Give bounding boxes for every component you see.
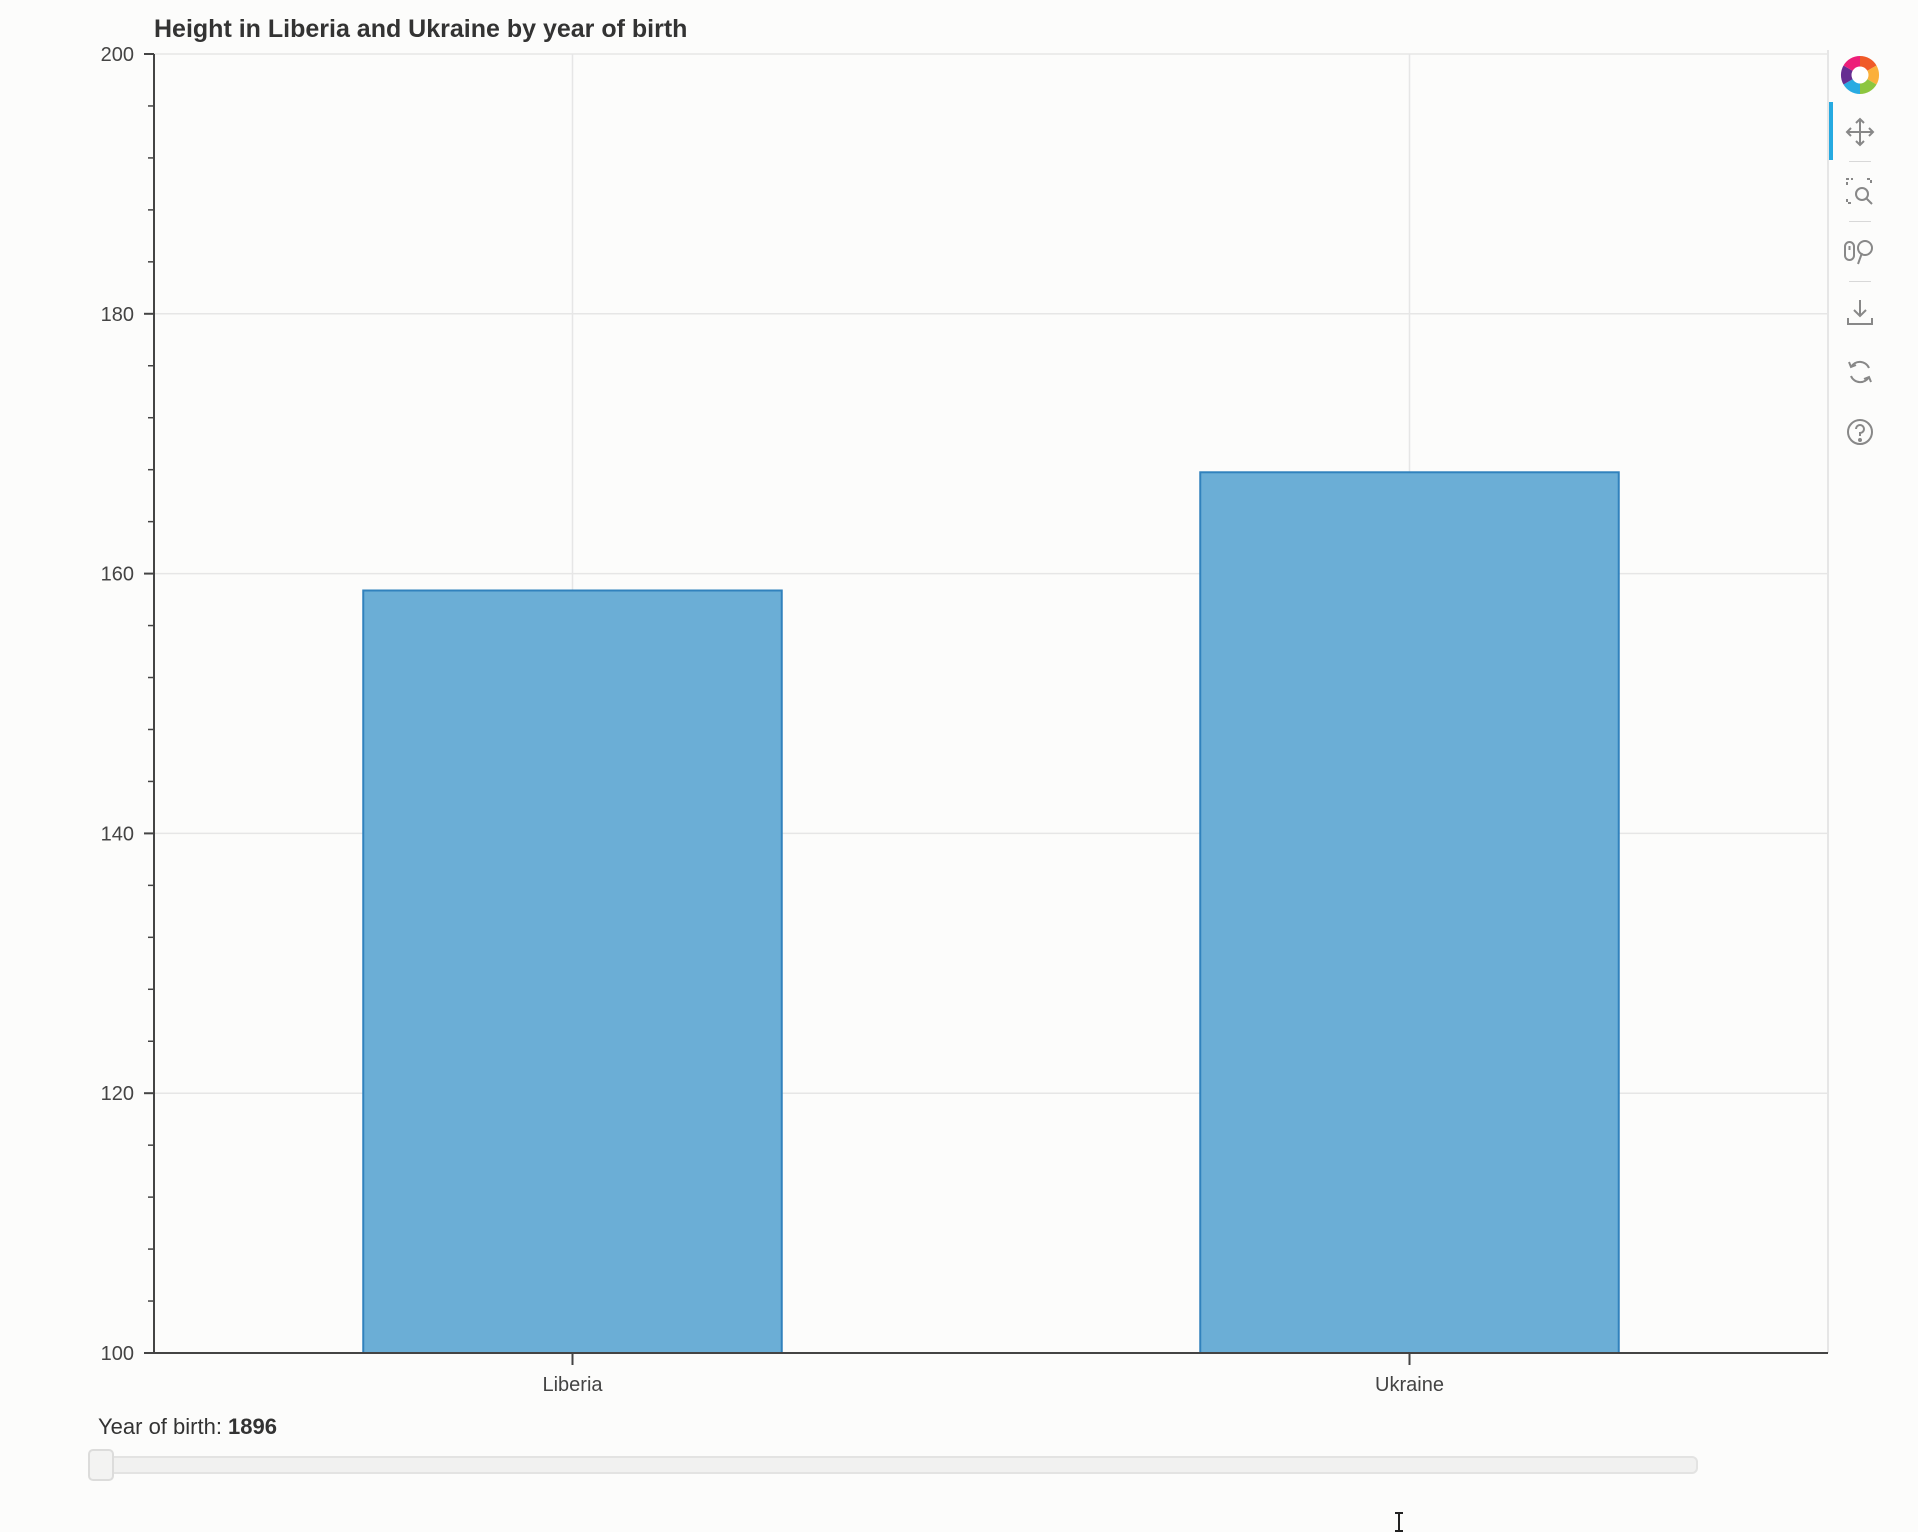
wheel-zoom-icon[interactable]	[1826, 225, 1894, 279]
slider-label: Year of birth: 1896	[98, 1414, 277, 1440]
save-icon[interactable]	[1826, 285, 1894, 339]
x-tick-label: Ukraine	[1375, 1374, 1444, 1396]
axes: 100 120 140 160 180 200 Liberia Ukraine	[101, 44, 1828, 1396]
bokeh-logo-icon[interactable]	[1826, 48, 1894, 102]
slider-label-prefix: Year of birth:	[98, 1414, 229, 1439]
y-tick-label: 100	[101, 1343, 134, 1365]
slider-value: 1896	[228, 1414, 277, 1439]
plot-toolbar	[1826, 48, 1894, 468]
y-tick-label: 200	[101, 44, 134, 66]
y-tick-label: 180	[101, 304, 134, 326]
y-tick-label: 160	[101, 564, 134, 586]
help-icon[interactable]	[1826, 405, 1894, 459]
bar-liberia	[362, 589, 783, 1354]
year-slider-track[interactable]	[92, 1456, 1698, 1474]
bar-ukraine	[1199, 471, 1620, 1354]
y-tick-label: 140	[101, 823, 134, 845]
x-tick-label: Liberia	[542, 1374, 603, 1396]
pan-icon[interactable]	[1826, 105, 1894, 159]
chart-title: Height in Liberia and Ukraine by year of…	[154, 15, 687, 43]
text-cursor-icon	[1395, 1512, 1403, 1532]
bars	[362, 471, 1620, 1354]
reset-icon[interactable]	[1826, 345, 1894, 399]
active-tool-indicator	[1829, 102, 1833, 160]
toolbar-divider	[1849, 161, 1871, 162]
y-tick-label: 120	[101, 1083, 134, 1105]
year-slider-handle[interactable]	[88, 1449, 114, 1481]
toolbar-divider	[1849, 281, 1871, 282]
box-zoom-icon[interactable]	[1826, 165, 1894, 219]
toolbar-divider	[1849, 221, 1871, 222]
